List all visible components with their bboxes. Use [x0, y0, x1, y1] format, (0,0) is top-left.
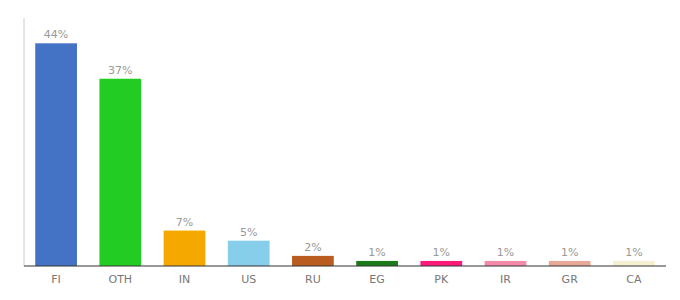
x-tick-label: RU	[305, 273, 321, 286]
data-label: 1%	[625, 246, 642, 259]
y-axis-line	[24, 18, 25, 266]
data-label: 2%	[304, 241, 321, 254]
bar	[99, 79, 141, 266]
x-tick-label: OTH	[108, 273, 132, 286]
data-label: 1%	[497, 246, 514, 259]
x-axis-line	[24, 265, 666, 266]
bar	[35, 43, 77, 266]
data-label: 1%	[368, 246, 385, 259]
data-label: 7%	[176, 216, 193, 229]
x-tick-label: IN	[179, 273, 190, 286]
chart-svg: 44% 37% 7% 5% 2% 1% 1% 1% 1% 1% FI OTH IN US RU EG PK IR G…	[0, 0, 680, 300]
chart-container: 44% 37% 7% 5% 2% 1% 1% 1% 1% 1% FI OTH IN US RU EG PK IR G…	[0, 0, 680, 300]
bar	[485, 261, 527, 266]
bar	[613, 261, 655, 266]
x-tick-label: CA	[626, 273, 642, 286]
bar	[356, 261, 398, 266]
x-tick-label: FI	[51, 273, 61, 286]
bar	[228, 241, 270, 266]
x-tick-label: US	[241, 273, 256, 286]
bars	[35, 43, 655, 266]
data-label: 1%	[561, 246, 578, 259]
x-tick-label: GR	[562, 273, 579, 286]
data-label: 1%	[433, 246, 450, 259]
data-label: 5%	[240, 226, 257, 239]
bar	[420, 261, 462, 266]
data-label: 37%	[108, 64, 132, 77]
bar	[549, 261, 591, 266]
bar	[292, 256, 334, 266]
x-tick-label: PK	[434, 273, 449, 286]
x-tick-label: EG	[369, 273, 384, 286]
data-label: 44%	[44, 28, 68, 41]
x-tick-label: IR	[500, 273, 511, 286]
bar	[164, 231, 206, 266]
